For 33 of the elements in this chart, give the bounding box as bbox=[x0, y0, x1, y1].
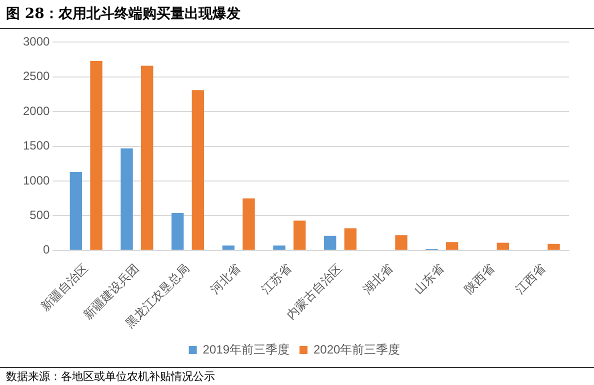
bar bbox=[70, 172, 82, 250]
legend-label: 2019年前三季度 bbox=[202, 342, 290, 356]
y-tick-label: 1500 bbox=[22, 138, 50, 153]
x-tick-label: 湖北省 bbox=[360, 261, 396, 296]
y-tick-label: 0 bbox=[43, 242, 50, 257]
bar bbox=[222, 246, 235, 250]
bar bbox=[496, 242, 510, 250]
bar bbox=[141, 66, 154, 250]
y-tick-label: 1000 bbox=[22, 173, 50, 188]
bar bbox=[242, 198, 255, 250]
bar bbox=[395, 235, 408, 250]
bar bbox=[172, 212, 184, 250]
bar bbox=[294, 220, 306, 250]
y-tick-label: 2500 bbox=[22, 69, 50, 84]
x-tick-label: 河北省 bbox=[208, 261, 244, 296]
source-note: 数据来源：各地区或单位农机补贴情况公示 bbox=[6, 369, 215, 384]
chart-title: 图 28：农用北斗终端购买量出现爆发 bbox=[6, 5, 240, 23]
bar bbox=[324, 236, 336, 250]
y-tick-label: 3000 bbox=[22, 34, 50, 49]
bar bbox=[273, 246, 286, 250]
y-tick-label: 2000 bbox=[22, 104, 50, 118]
bar bbox=[446, 242, 458, 250]
x-tick-label: 江苏省 bbox=[258, 261, 294, 296]
legend-label: 2020年前三季度 bbox=[314, 342, 400, 356]
bar bbox=[548, 244, 560, 250]
y-tick-label: 500 bbox=[30, 208, 50, 222]
x-tick-label: 江西省 bbox=[512, 261, 548, 296]
bar bbox=[120, 148, 133, 250]
bar bbox=[344, 228, 357, 250]
bar bbox=[192, 90, 204, 250]
bar bbox=[90, 60, 102, 250]
x-tick-label: 陕西省 bbox=[462, 261, 498, 296]
x-tick-label: 山东省 bbox=[411, 261, 446, 296]
